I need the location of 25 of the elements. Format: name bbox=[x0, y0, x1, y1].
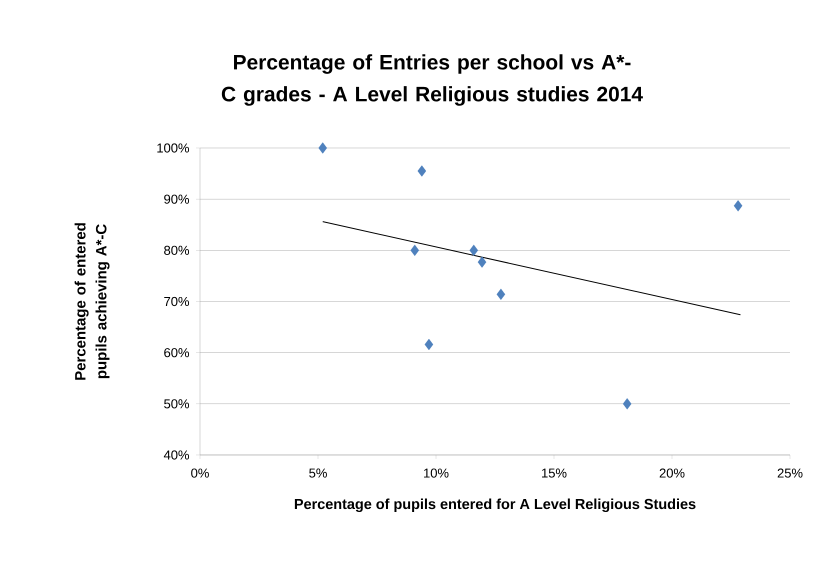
point bbox=[622, 398, 632, 410]
y-tick-label: 80% bbox=[164, 246, 190, 255]
point bbox=[318, 142, 328, 154]
x-tick-label: 20% bbox=[660, 468, 685, 478]
point bbox=[418, 165, 426, 177]
point bbox=[734, 200, 742, 212]
point bbox=[496, 288, 506, 300]
y-tick-label: 90% bbox=[164, 194, 190, 204]
x-tick-label: 0% bbox=[191, 468, 209, 478]
y-axis-title: Percentage of entered pupils achieving A*-C bbox=[74, 223, 110, 380]
y-tick-label: 70% bbox=[164, 296, 190, 306]
point bbox=[469, 244, 478, 256]
x-axis-title: Percentage of pupils entered for A Level Religious Studies bbox=[294, 498, 696, 512]
point bbox=[424, 338, 434, 350]
y-tick-label: 100% bbox=[157, 143, 190, 153]
x-tick-label: 25% bbox=[778, 468, 803, 478]
chart-title: Percentage of Entries per school vs A*-C grades - A Level Religious studies 2014 bbox=[222, 54, 643, 106]
y-tick-label: 50% bbox=[164, 399, 190, 408]
y-tick-label: 40% bbox=[164, 450, 190, 460]
x-tick-label: 5% bbox=[309, 468, 327, 478]
x-tick-label: 10% bbox=[424, 468, 449, 478]
point bbox=[410, 244, 420, 256]
y-tick-label: 60% bbox=[164, 348, 190, 358]
x-tick-label: 15% bbox=[542, 468, 567, 478]
point bbox=[478, 256, 486, 268]
